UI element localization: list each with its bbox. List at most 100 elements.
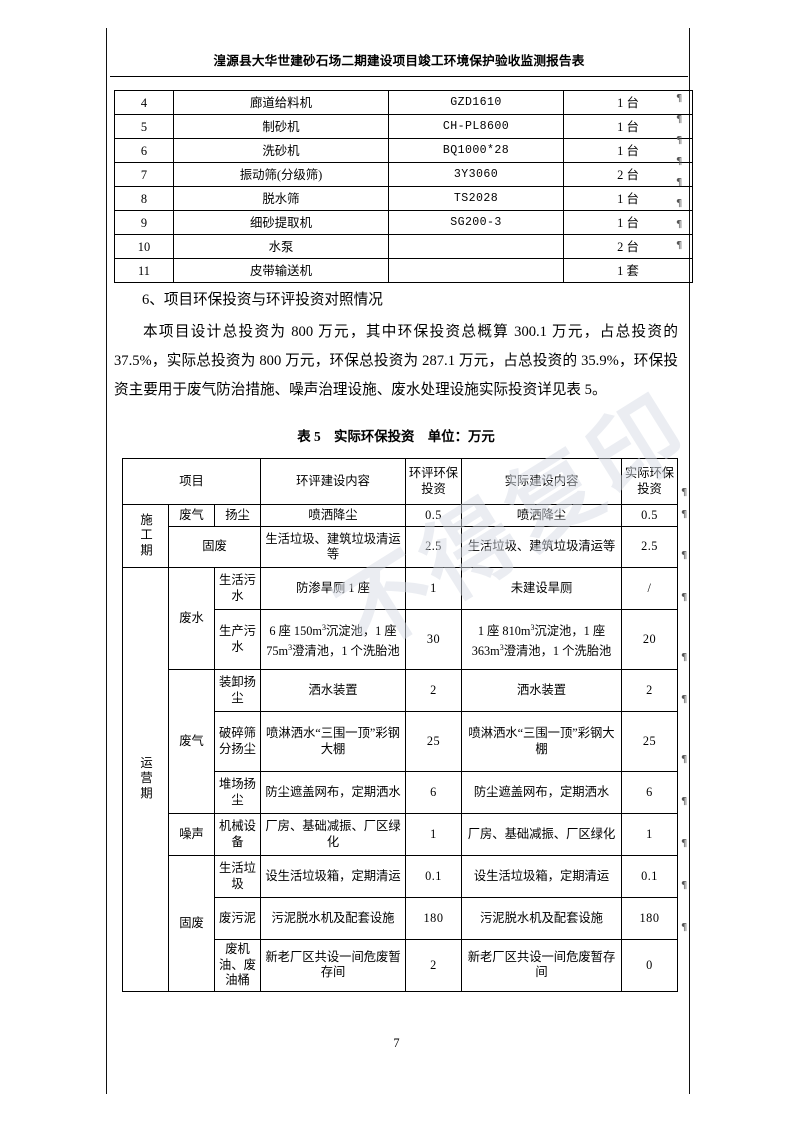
page-border-right <box>689 28 690 1094</box>
cell-subcategory: 扬尘 <box>214 504 261 527</box>
equipment-table: 4 廊道给料机 GZD1610 1 台 5 制砂机 CH-PL8600 1 台 … <box>114 90 693 283</box>
cell-name: 振动筛(分级筛) <box>173 162 389 187</box>
cell-actual-content: 污泥脱水机及配套设施 <box>461 897 622 940</box>
cell-number: 6 <box>114 138 174 163</box>
table-header-row: 项目 环评建设内容 环评环保投资 实际建设内容 实际环保投资 <box>122 458 678 505</box>
page-number: 7 <box>393 1036 400 1050</box>
cell-number: 9 <box>114 210 174 235</box>
header-actual-content: 实际建设内容 <box>461 458 622 505</box>
cell-qty: 1 台 <box>563 138 693 163</box>
cell-eia-cost: 30 <box>405 609 462 670</box>
header-rule <box>110 76 688 77</box>
cell-qty: 1 台 <box>563 90 693 115</box>
investment-table-body: 项目 环评建设内容 环评环保投资 实际建设内容 实际环保投资 施工期 废气 扬尘… <box>122 458 678 992</box>
cell-actual-content: 喷淋洒水“三围一顶”彩钢大棚 <box>461 711 622 772</box>
table-row: 噪声 机械设备 厂房、基础减振、厂区绿化 1 厂房、基础减振、厂区绿化 1 <box>123 813 678 856</box>
section-heading-text: 6、项目环保投资与环评投资对照情况 <box>142 292 383 308</box>
cell-actual-cost: 1 <box>621 813 678 856</box>
cell-actual-cost: 0.5 <box>621 504 678 527</box>
table-row: 施工期 废气 扬尘 喷洒降尘 0.5 喷洒降尘 0.5 <box>122 504 678 568</box>
table-row: 6 洗砂机 BQ1000*28 1 台 <box>114 138 693 163</box>
cell-subcategory: 废机油、废油桶 <box>214 939 261 992</box>
cell-name: 脱水筛 <box>173 186 389 211</box>
cell-name: 洗砂机 <box>173 138 389 163</box>
cell-actual-cost: 6 <box>621 771 678 814</box>
cell-actual-content: 防尘遮盖网布，定期洒水 <box>461 771 622 814</box>
paragraph-marks-equipment: ¶ ¶ ¶ ¶ ¶ ¶ ¶ ¶ <box>676 93 683 251</box>
cell-name: 水泵 <box>173 234 389 259</box>
table-row: 固废 生活垃圾 设生活垃圾箱，定期清运 0.1 设生活垃圾箱，定期清运 0.1 <box>123 855 678 992</box>
cell-actual-cost: 180 <box>621 897 678 940</box>
cell-actual-cost: / <box>621 567 678 610</box>
cell-eia-cost: 25 <box>405 711 462 772</box>
table-row: 废气 装卸扬尘 洒水装置 2 洒水装置 2 <box>123 669 678 814</box>
cell-period-label: 运营期 <box>138 756 153 803</box>
cell-actual-content: 1 座 810m3沉淀池，1 座 363m3澄清池，1 个洗胎池 <box>461 609 622 670</box>
cell-actual-content: 新老厂区共设一间危废暂存间 <box>461 939 622 992</box>
cell-subcategory: 装卸扬尘 <box>214 669 261 712</box>
table-row: 废机油、废油桶 新老厂区共设一间危废暂存间 2 新老厂区共设一间危废暂存间 0 <box>123 939 678 992</box>
cell-eia-content: 污泥脱水机及配套设施 <box>260 897 406 940</box>
cell-subcategory: 生活污水 <box>214 567 261 610</box>
cell-subcategory: 机械设备 <box>214 813 261 856</box>
investment-table: 项目 环评建设内容 环评环保投资 实际建设内容 实际环保投资 施工期 废气 扬尘… <box>122 458 678 992</box>
cell-eia-cost: 180 <box>405 897 462 940</box>
cell-actual-content: 设生活垃圾箱，定期清运 <box>461 855 622 898</box>
cell-subcategory: 破碎筛分扬尘 <box>214 711 261 772</box>
cell-qty: 1 台 <box>563 210 693 235</box>
cell-qty: 1 台 <box>563 186 693 211</box>
table-row: 废污泥 污泥脱水机及配套设施 180 污泥脱水机及配套设施 180 <box>123 897 678 940</box>
table-row: 5 制砂机 CH-PL8600 1 台 <box>114 114 693 139</box>
cell-qty: 2 台 <box>563 162 693 187</box>
cell-eia-cost: 6 <box>405 771 462 814</box>
cell-model: CH-PL8600 <box>388 114 564 139</box>
cell-period: 运营期 <box>122 567 169 992</box>
cell-name: 制砂机 <box>173 114 389 139</box>
cell-category: 废水 <box>168 567 215 670</box>
cell-name: 廊道给料机 <box>173 90 389 115</box>
cell-period: 施工期 <box>122 504 169 568</box>
table-row: 4 廊道给料机 GZD1610 1 台 <box>114 90 693 115</box>
cell-eia-content: 生活垃圾、建筑垃圾清运等 <box>260 526 406 568</box>
table-row: 10 水泵 2 台 <box>114 234 693 259</box>
cell-qty: 2 台 <box>563 234 693 259</box>
cell-eia-cost: 0.1 <box>405 855 462 898</box>
cell-name: 细砂提取机 <box>173 210 389 235</box>
equipment-table-body: 4 廊道给料机 GZD1610 1 台 5 制砂机 CH-PL8600 1 台 … <box>114 90 693 283</box>
header-actual-cost: 实际环保投资 <box>621 458 678 505</box>
cell-eia-cost: 2.5 <box>405 526 462 568</box>
cell-subcategory: 废污泥 <box>214 897 261 940</box>
cell-eia-content: 防渗旱厕 1 座 <box>260 567 406 610</box>
cell-qty: 1 套 <box>563 258 693 283</box>
cell-subcategory: 堆场扬尘 <box>214 771 261 814</box>
table-row: 9 细砂提取机 SG200-3 1 台 <box>114 210 693 235</box>
header-title: 湟源县大华世建砂石场二期建设项目竣工环境保护验收监测报告表 <box>213 54 585 68</box>
cell-model: BQ1000*28 <box>388 138 564 163</box>
cell-eia-cost: 2 <box>405 669 462 712</box>
cell-actual-cost: 20 <box>621 609 678 670</box>
table-row: 运营期 废水 生活污水 防渗旱厕 1 座 1 未建设旱厕 / <box>122 567 678 992</box>
cell-eia-cost: 1 <box>405 813 462 856</box>
cell-number: 10 <box>114 234 174 259</box>
table-row: 生产污水 6 座 150m3沉淀池，1 座 75m3澄清池，1 个洗胎池 30 … <box>123 609 678 670</box>
cell-eia-content: 洒水装置 <box>260 669 406 712</box>
cell-number: 7 <box>114 162 174 187</box>
cell-model: SG200-3 <box>388 210 564 235</box>
header-project: 项目 <box>122 458 261 505</box>
running-header: 湟源县大华世建砂石场二期建设项目竣工环境保护验收监测报告表 <box>110 52 688 70</box>
cell-period-label: 施工期 <box>138 513 153 559</box>
cell-number: 8 <box>114 186 174 211</box>
cell-actual-cost: 2.5 <box>621 526 678 568</box>
paragraph-marks-investment: ¶ ¶ ¶ ¶ ¶ ¶ ¶ ¶ ¶ ¶ ¶ <box>681 487 688 933</box>
table-row: 7 振动筛(分级筛) 3Y3060 2 台 <box>114 162 693 187</box>
cell-eia-content: 喷淋洒水“三围一顶”彩钢大棚 <box>260 711 406 772</box>
cell-actual-cost: 25 <box>621 711 678 772</box>
cell-model: GZD1610 <box>388 90 564 115</box>
header-eia-content: 环评建设内容 <box>260 458 406 505</box>
cell-actual-content: 洒水装置 <box>461 669 622 712</box>
cell-actual-content: 未建设旱厕 <box>461 567 622 610</box>
cell-model: TS2028 <box>388 186 564 211</box>
cell-eia-content: 喷洒降尘 <box>260 504 406 527</box>
intro-paragraph: 本项目设计总投资为 800 万元，其中环保投资总概算 300.1 万元，占总投资… <box>114 318 678 405</box>
cell-number: 11 <box>114 258 174 283</box>
